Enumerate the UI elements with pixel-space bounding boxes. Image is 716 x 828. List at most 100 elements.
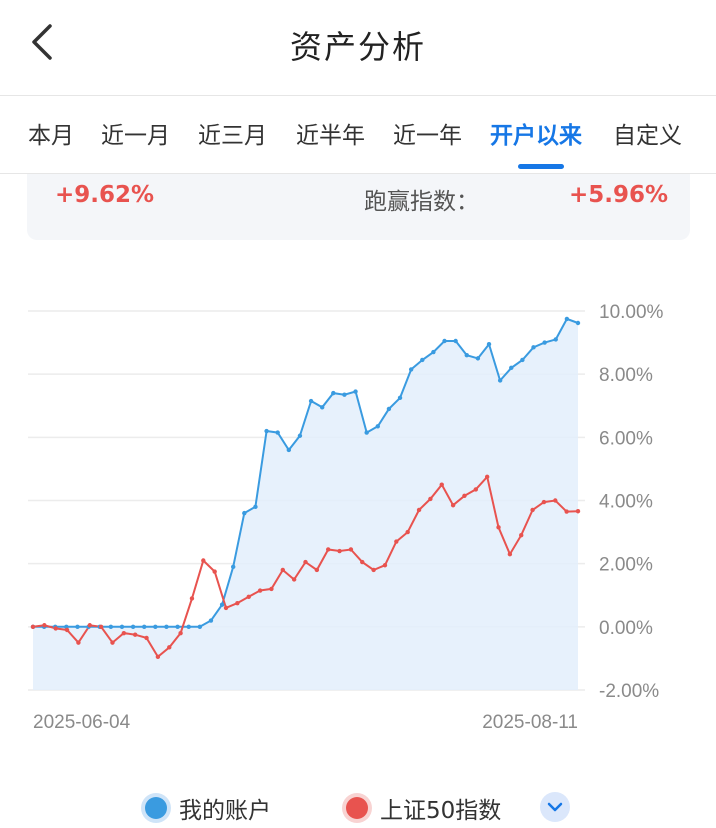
- index-data-point: [235, 600, 240, 606]
- index-data-point: [269, 586, 274, 592]
- tab-since-opening[interactable]: 开户以来: [490, 123, 582, 149]
- index-data-point: [575, 509, 581, 514]
- account-data-point: [575, 320, 581, 326]
- y-tick-label: 4.00%: [599, 492, 653, 513]
- index-data-point: [257, 588, 263, 593]
- tab-last-three-months[interactable]: 近三月: [198, 123, 267, 149]
- account-data-point: [408, 367, 414, 372]
- account-data-point: [153, 624, 158, 630]
- account-data-point: [509, 365, 514, 371]
- index-data-point: [428, 496, 433, 502]
- x-start-label: 2025-06-04: [33, 712, 131, 733]
- account-data-point: [119, 624, 125, 630]
- tab-custom[interactable]: 自定义: [613, 123, 682, 149]
- legend-item-account[interactable]: 我的账户: [145, 790, 271, 826]
- index-data-point: [167, 645, 172, 650]
- index-data-point: [416, 507, 422, 513]
- chart-legend: 我的账户 上证50指数: [0, 790, 716, 826]
- account-data-point: [242, 510, 247, 516]
- account-data-point: [564, 316, 570, 322]
- header-bar: 资产分析: [0, 0, 716, 96]
- account-data-point: [286, 447, 292, 453]
- account-data-point: [231, 564, 236, 570]
- account-data-point: [331, 390, 336, 396]
- index-data-point: [496, 525, 501, 530]
- index-data-point: [30, 624, 36, 630]
- tab-this-month[interactable]: 本月: [28, 123, 74, 149]
- page-title: 资产分析: [289, 28, 426, 66]
- account-data-point: [130, 624, 136, 630]
- index-data-point: [553, 498, 558, 503]
- y-tick-label: 6.00%: [599, 428, 653, 449]
- account-data-point: [520, 357, 525, 363]
- tab-last-year[interactable]: 近一年: [393, 123, 462, 149]
- index-data-point: [530, 507, 535, 513]
- account-dot-icon: [145, 797, 167, 819]
- index-data-point: [201, 558, 206, 563]
- index-data-point: [110, 640, 115, 645]
- index-data-point: [280, 567, 285, 573]
- legend-label-index: 上证50指数: [380, 798, 502, 824]
- legend-item-index[interactable]: 上证50指数: [346, 790, 501, 826]
- index-data-point: [314, 567, 320, 573]
- account-data-point: [531, 345, 536, 350]
- index-data-point: [42, 623, 47, 628]
- tab-last-half-year[interactable]: 近半年: [296, 123, 365, 149]
- index-data-point: [382, 563, 388, 568]
- tab-last-month[interactable]: 近一月: [101, 123, 170, 149]
- y-tick-label: 10.00%: [599, 302, 664, 323]
- account-data-point: [108, 624, 114, 630]
- y-tick-label: 2.00%: [599, 555, 653, 576]
- active-tab-indicator: [518, 164, 564, 169]
- index-dot-icon: [346, 797, 368, 819]
- account-data-point: [308, 398, 314, 404]
- index-data-point: [450, 503, 456, 508]
- legend-expand-button[interactable]: [540, 792, 570, 822]
- account-data-point: [342, 392, 347, 397]
- account-data-point: [375, 424, 380, 429]
- index-data-point: [155, 654, 161, 660]
- index-data-point: [326, 547, 331, 552]
- index-data-point: [87, 623, 92, 628]
- index-data-point: [541, 499, 547, 505]
- index-data-point: [519, 533, 524, 538]
- index-data-point: [121, 630, 127, 636]
- index-data-point: [291, 577, 297, 582]
- account-data-point: [542, 340, 547, 345]
- index-data-point: [507, 551, 513, 557]
- account-data-point: [75, 624, 80, 630]
- beat-index-value: +5.96%: [569, 182, 669, 208]
- index-data-point: [53, 626, 58, 631]
- y-axis-labels: 10.00% 8.00% 6.00% 4.00% 2.00% 0.00% -2.00%: [599, 302, 664, 702]
- account-data-point: [142, 624, 147, 630]
- index-data-point: [564, 509, 569, 514]
- account-data-point: [453, 338, 458, 344]
- index-data-point: [484, 474, 490, 480]
- index-data-point: [348, 547, 354, 552]
- index-data-point: [303, 559, 308, 565]
- index-data-point: [337, 548, 342, 554]
- account-data-point: [164, 624, 169, 630]
- index-data-point: [371, 567, 376, 573]
- account-data-point: [464, 353, 469, 358]
- account-data-point: [442, 338, 447, 344]
- chevron-down-icon: [547, 802, 563, 812]
- y-tick-label: 8.00%: [599, 365, 653, 386]
- return-summary: +9.62% 跑赢指数： +5.96%: [27, 174, 690, 240]
- back-arrow-icon[interactable]: [22, 20, 62, 64]
- account-data-point: [364, 430, 369, 435]
- account-data-point: [397, 395, 403, 401]
- account-data-point: [275, 430, 280, 435]
- account-data-point: [297, 433, 303, 438]
- index-series-points: [30, 474, 581, 660]
- index-data-point: [178, 630, 183, 636]
- index-data-point: [473, 487, 479, 492]
- account-data-point: [475, 356, 481, 361]
- account-data-point: [420, 357, 425, 363]
- return-line-chart: 10.00% 8.00% 6.00% 4.00% 2.00% 0.00% -2.00% 20…: [28, 302, 664, 733]
- account-data-point: [553, 337, 558, 342]
- index-data-point: [189, 596, 195, 601]
- account-data-point: [431, 349, 436, 355]
- account-data-point: [264, 428, 269, 434]
- account-area-fill: [33, 318, 578, 690]
